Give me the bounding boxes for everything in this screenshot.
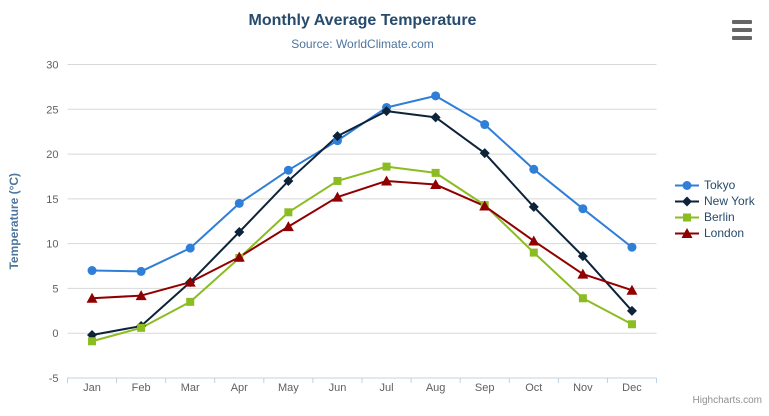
x-axis-label: Aug [426,382,446,394]
data-point-new-york-aug[interactable] [430,112,441,123]
legend-item-label: London [704,226,745,240]
x-axis-label: Feb [132,382,151,394]
legend-symbol-tokyo [682,181,692,190]
data-point-berlin-oct[interactable] [529,248,538,257]
data-point-berlin-nov[interactable] [578,294,587,303]
data-point-tokyo-nov[interactable] [578,204,588,214]
x-axis-label: Jul [380,382,394,394]
legend-marker-circle-icon [675,181,699,190]
legend-marker-triangle-icon [675,228,699,238]
data-point-new-york-nov[interactable] [577,251,588,262]
y-axis-label: -5 [49,373,59,385]
legend-item-label: Tokyo [704,178,736,192]
x-axis-label: May [278,382,299,394]
data-point-berlin-mar[interactable] [186,297,195,306]
legend-symbol-berlin [683,213,691,222]
data-point-berlin-feb[interactable] [137,323,146,332]
y-axis-label: 25 [46,104,58,116]
x-axis-label: Sep [475,382,495,394]
data-point-london-mar[interactable] [184,276,196,287]
data-point-tokyo-apr[interactable] [234,198,244,208]
data-point-london-nov[interactable] [577,268,589,279]
data-point-new-york-oct[interactable] [528,201,539,212]
legend-item-tokyo[interactable]: Tokyo [674,178,755,192]
data-point-berlin-jul[interactable] [382,162,391,171]
y-axis-label: 0 [52,328,58,340]
data-point-tokyo-dec[interactable] [627,242,637,252]
data-point-berlin-dec[interactable] [627,320,636,329]
legend-item-berlin[interactable]: Berlin [674,210,755,224]
data-point-berlin-jun[interactable] [333,176,342,185]
data-point-berlin-may[interactable] [284,208,293,217]
y-axis-label: 5 [52,283,58,295]
data-point-new-york-may[interactable] [283,175,294,186]
y-axis-title: Temperature (°C) [7,173,21,270]
data-point-tokyo-sep[interactable] [480,120,490,130]
data-point-tokyo-mar[interactable] [185,243,195,253]
data-point-london-jun[interactable] [331,191,343,202]
chart-title: Monthly Average Temperature [248,12,477,29]
data-point-tokyo-oct[interactable] [529,164,539,174]
series-line-tokyo[interactable] [91,94,633,273]
legend-symbol-new-york [682,196,692,207]
series-line-new-york[interactable] [91,110,633,337]
x-axis-label: Oct [525,382,542,394]
legend-item-london[interactable]: London [674,226,755,240]
data-point-tokyo-jan[interactable] [87,266,97,276]
legend-item-label: Berlin [704,210,735,224]
data-point-berlin-aug[interactable] [431,168,440,177]
y-axis-label: 10 [46,239,58,251]
data-point-berlin-jan[interactable] [88,337,97,346]
data-point-london-jul[interactable] [381,175,393,186]
data-point-new-york-dec[interactable] [626,305,637,316]
y-axis-label: 15 [46,194,58,206]
x-axis-label: Apr [231,382,248,394]
data-point-london-sep[interactable] [479,200,491,211]
x-axis-label: Jan [83,382,101,394]
data-point-london-jan[interactable] [86,292,98,303]
legend-marker-diamond-icon [675,196,699,207]
data-point-london-dec[interactable] [626,284,638,295]
data-point-tokyo-aug[interactable] [431,91,441,101]
legend-item-new-york[interactable]: New York [674,194,755,208]
chart-subtitle: Source: WorldClimate.com [291,37,434,51]
legend-item-label: New York [704,194,755,208]
hamburger-bar [732,20,752,24]
data-point-london-apr[interactable] [233,251,245,262]
data-point-tokyo-feb[interactable] [136,266,146,276]
data-point-london-feb[interactable] [135,290,147,301]
x-axis-label: Jun [329,382,347,394]
series-line-berlin[interactable] [91,165,633,343]
legend-marker-square-icon [675,213,699,222]
legend: Tokyo New York Berlin London [674,178,755,243]
hamburger-icon[interactable] [732,20,753,42]
y-axis-label: 30 [46,60,58,72]
series-line-london[interactable] [91,179,633,300]
data-point-london-may[interactable] [282,221,294,232]
hamburger-bar [732,28,752,32]
highcharts-credits[interactable]: Highcharts.com [692,395,762,406]
y-axis-label: 20 [46,149,58,161]
legend-symbol-london [681,228,693,238]
data-point-new-york-jun[interactable] [332,131,343,142]
data-point-new-york-sep[interactable] [479,148,490,159]
x-axis-label: Dec [622,382,642,394]
x-axis-label: Mar [181,382,200,394]
data-point-new-york-apr[interactable] [234,226,245,237]
data-point-tokyo-may[interactable] [283,165,293,175]
data-point-london-oct[interactable] [528,235,540,246]
data-point-london-aug[interactable] [430,179,442,190]
data-point-new-york-jul[interactable] [381,106,392,117]
hamburger-bar [732,36,752,40]
x-axis-label: Nov [573,382,593,394]
